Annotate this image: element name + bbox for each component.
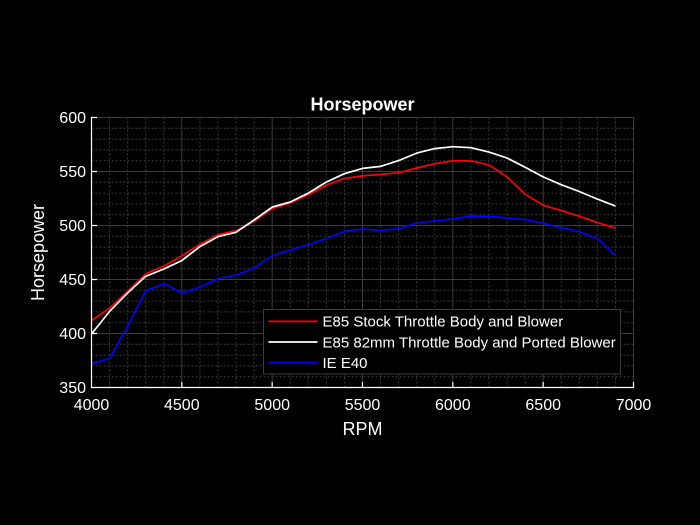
svg-text:4000: 4000 — [74, 397, 110, 414]
svg-text:Horsepower: Horsepower — [28, 204, 48, 301]
svg-text:E85 82mm Throttle Body and Por: E85 82mm Throttle Body and Ported Blower — [323, 334, 616, 351]
svg-text:Horsepower: Horsepower — [310, 95, 414, 115]
svg-text:500: 500 — [59, 218, 86, 235]
svg-text:4500: 4500 — [164, 397, 200, 414]
svg-text:6500: 6500 — [525, 397, 561, 414]
svg-text:600: 600 — [59, 110, 86, 127]
svg-text:400: 400 — [59, 326, 86, 343]
svg-text:5500: 5500 — [345, 397, 381, 414]
svg-text:5000: 5000 — [254, 397, 290, 414]
svg-text:450: 450 — [59, 272, 86, 289]
svg-text:6000: 6000 — [435, 397, 471, 414]
svg-text:7000: 7000 — [616, 397, 652, 414]
svg-text:550: 550 — [59, 164, 86, 181]
svg-text:E85 Stock Throttle Body and Bl: E85 Stock Throttle Body and Blower — [323, 314, 564, 331]
svg-text:IE E40: IE E40 — [323, 355, 368, 372]
svg-text:350: 350 — [59, 380, 86, 397]
svg-text:RPM: RPM — [343, 419, 383, 439]
